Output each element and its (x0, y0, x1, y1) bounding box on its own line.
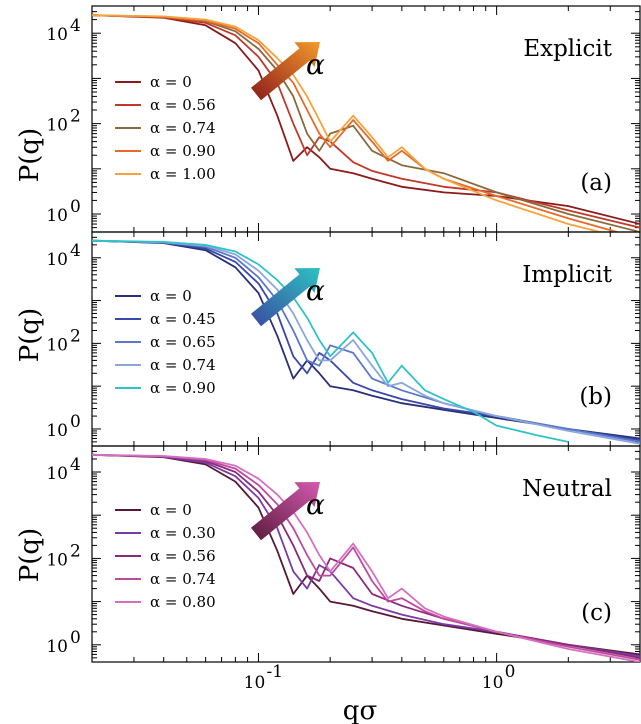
legend-label-2: α = 0.56 (150, 547, 216, 565)
x-tick-label-exponent: 0 (505, 662, 516, 682)
y-tick-label-exponent: 2 (70, 326, 81, 346)
x-axis-title: qσ (343, 696, 377, 724)
legend-label-1: α = 0.45 (150, 310, 216, 328)
legend-label-2: α = 0.65 (150, 333, 216, 351)
series-line-0 (92, 239, 640, 440)
panel-label: Implicit (522, 262, 613, 288)
series-line-1 (92, 453, 640, 657)
panel-tag: (a) (580, 170, 612, 196)
legend-label-4: α = 0.90 (150, 379, 216, 397)
series-line-2 (92, 14, 640, 232)
series-line-1 (92, 14, 640, 229)
alpha-increase-arrow (251, 482, 320, 541)
x-tick-label-exponent: -1 (266, 662, 283, 682)
y-tick-label-exponent: 2 (70, 107, 81, 127)
series-line-0 (92, 453, 640, 656)
y-tick-label: 10 (46, 464, 68, 484)
alpha-symbol: α (306, 274, 325, 307)
series-line-4 (92, 239, 569, 443)
series-line-4 (92, 453, 640, 662)
panel-label: Explicit (523, 36, 612, 62)
legend-label-0: α = 0 (150, 73, 192, 91)
panel-label: Neutral (522, 476, 612, 502)
legend-label-3: α = 0.90 (150, 142, 216, 160)
y-tick-label: 10 (46, 335, 68, 355)
legend-label-4: α = 1.00 (150, 165, 216, 183)
legend-label-4: α = 0.80 (150, 593, 216, 611)
y-tick-label-exponent: 4 (70, 455, 81, 475)
legend-label-1: α = 0.56 (150, 96, 216, 114)
series-line-0 (92, 14, 640, 225)
y-tick-label: 10 (46, 250, 68, 270)
legend-label-0: α = 0 (150, 287, 192, 305)
y-tick-label-exponent: 4 (70, 16, 81, 36)
y-axis-title-panel-c: P(q) (15, 528, 45, 582)
legend-label-1: α = 0.30 (150, 524, 216, 542)
y-tick-label-exponent: 4 (70, 241, 81, 261)
series-line-3 (92, 453, 640, 661)
series-line-1 (92, 239, 640, 441)
legend-label-3: α = 0.74 (150, 570, 216, 588)
legend-label-3: α = 0.74 (150, 356, 216, 374)
y-tick-label: 10 (46, 116, 68, 136)
y-tick-label-exponent: 0 (70, 412, 81, 432)
y-axis-title-panel-b: P(q) (15, 308, 45, 362)
x-tick-label: 10 (244, 673, 266, 693)
alpha-symbol: α (306, 48, 325, 81)
alpha-increase-arrow (251, 268, 320, 327)
y-tick-label: 10 (46, 25, 68, 45)
plot-frame (91, 445, 641, 663)
y-tick-label: 10 (46, 421, 68, 441)
alpha-increase-arrow (251, 42, 320, 101)
panel-tag: (c) (581, 600, 612, 626)
x-tick-label: 10 (482, 673, 504, 693)
series-line-4 (92, 14, 604, 232)
y-tick-label-exponent: 2 (70, 541, 81, 561)
alpha-symbol: α (306, 488, 325, 521)
y-tick-label: 10 (46, 550, 68, 570)
legend-label-0: α = 0 (150, 501, 192, 519)
y-tick-label: 10 (46, 637, 68, 657)
series-line-3 (92, 239, 640, 445)
y-axis-title-panel-a: P(q) (15, 128, 45, 182)
legend-label-2: α = 0.74 (150, 119, 216, 137)
y-tick-label-exponent: 0 (70, 628, 81, 648)
y-tick-label-exponent: 0 (70, 197, 81, 217)
y-tick-label: 10 (46, 206, 68, 226)
panel-tag: (b) (579, 384, 612, 410)
